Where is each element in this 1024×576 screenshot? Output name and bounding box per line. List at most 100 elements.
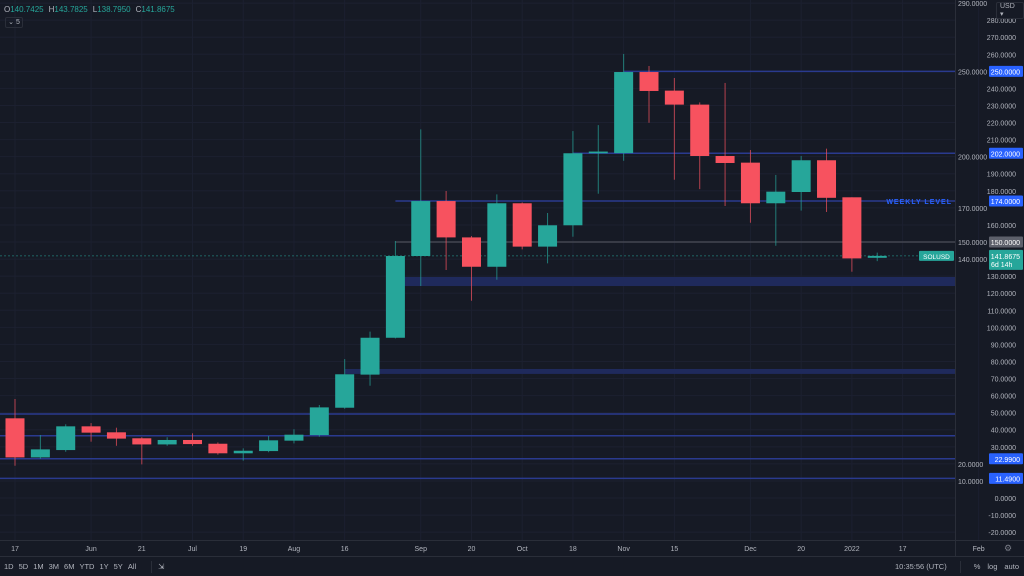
price-tick-label: 140.0000 bbox=[958, 257, 987, 264]
time-tick-label: 2022 bbox=[844, 546, 860, 553]
candle-body[interactable] bbox=[690, 104, 710, 156]
candle-body[interactable] bbox=[614, 72, 634, 154]
time-tick-label: Jun bbox=[85, 546, 96, 553]
time-tick-label: 17 bbox=[11, 546, 19, 553]
time-tick-label: 16 bbox=[341, 546, 349, 553]
candle-body[interactable] bbox=[766, 191, 786, 204]
price-tick-label: 160.0000 bbox=[987, 223, 1016, 230]
candle-body[interactable] bbox=[842, 197, 862, 259]
price-tag-label: 11.4900 bbox=[995, 476, 1020, 483]
settings-gear-icon[interactable]: ⚙ bbox=[1004, 543, 1012, 553]
ohlc-legend: O140.7425 H143.7825 L138.7950 C141.8675 bbox=[4, 5, 175, 14]
candle-body[interactable] bbox=[563, 153, 583, 226]
currency-selector[interactable]: USD ▾ bbox=[996, 2, 1024, 19]
range-button-1d[interactable]: 1D bbox=[4, 562, 14, 571]
price-chart[interactable]: WEEKLY LEVEL -20.0000 -10.0000 0.0000 10.000… bbox=[0, 0, 1024, 556]
candle-body[interactable] bbox=[512, 203, 532, 247]
candle-body[interactable] bbox=[461, 237, 481, 267]
candle-body[interactable] bbox=[385, 256, 405, 338]
price-tick-label: 150.0000 bbox=[958, 240, 987, 247]
auto-toggle[interactable]: auto bbox=[1004, 562, 1019, 571]
price-tag bbox=[989, 453, 1023, 465]
candle-body[interactable] bbox=[715, 155, 735, 163]
low-label: L bbox=[92, 5, 98, 14]
price-tag bbox=[989, 147, 1023, 159]
price-tag-label: 250.0000 bbox=[991, 69, 1020, 76]
clock-time[interactable]: 10:35:56 (UTC) bbox=[895, 562, 947, 571]
candle-body[interactable] bbox=[538, 225, 558, 247]
open-value: 140.7425 bbox=[10, 5, 44, 14]
candle-body[interactable] bbox=[157, 439, 177, 445]
range-button-5d[interactable]: 5D bbox=[18, 562, 29, 571]
time-tick-label: 21 bbox=[138, 546, 146, 553]
time-tick-label: 17 bbox=[899, 546, 907, 553]
candle-body[interactable] bbox=[487, 203, 507, 267]
close-label: C bbox=[135, 5, 142, 14]
range-button-1m[interactable]: 1M bbox=[33, 562, 44, 571]
price-tag bbox=[989, 236, 1023, 248]
price-tick-label: 210.0000 bbox=[987, 138, 1016, 145]
candle-body[interactable] bbox=[30, 449, 50, 458]
calendar-goto-icon[interactable]: ⇲ bbox=[158, 562, 165, 571]
candle-body[interactable] bbox=[817, 160, 837, 198]
price-tag bbox=[989, 65, 1023, 77]
log-toggle[interactable]: log bbox=[987, 562, 998, 571]
candle-body[interactable] bbox=[106, 432, 126, 439]
price-tag bbox=[989, 195, 1023, 207]
candle-body[interactable] bbox=[436, 201, 456, 238]
open-label: O bbox=[4, 5, 11, 14]
price-tick-label: 120.0000 bbox=[987, 291, 1016, 298]
range-button-1y[interactable]: 1Y bbox=[99, 562, 109, 571]
price-tick-label: 0.0000 bbox=[995, 496, 1017, 503]
price-tick-label: 280.0000 bbox=[987, 18, 1016, 25]
candle-body[interactable] bbox=[183, 439, 203, 445]
range-button-ytd[interactable]: YTD bbox=[79, 562, 95, 571]
time-tick-label: Nov bbox=[617, 546, 630, 553]
price-tick-label: 250.0000 bbox=[958, 69, 987, 76]
candle-body[interactable] bbox=[233, 450, 253, 454]
candle-body[interactable] bbox=[56, 426, 76, 451]
price-tag-label: 202.0000 bbox=[991, 151, 1020, 158]
divider bbox=[959, 560, 961, 573]
price-tick-label: 100.0000 bbox=[987, 325, 1016, 332]
candle-body[interactable] bbox=[588, 151, 608, 154]
time-tick-label: 15 bbox=[670, 546, 678, 553]
percent-toggle[interactable]: % bbox=[973, 562, 981, 571]
candle-body[interactable] bbox=[81, 426, 101, 433]
divider bbox=[151, 560, 153, 573]
candle-body[interactable] bbox=[259, 440, 279, 452]
range-buttons: 1D 5D 1M 3M 6M YTD 1Y 5Y All bbox=[4, 562, 145, 571]
candle-body[interactable] bbox=[208, 443, 228, 454]
candle-body[interactable] bbox=[335, 374, 355, 408]
symbol-tag bbox=[919, 250, 954, 261]
candle-body[interactable] bbox=[411, 201, 431, 257]
close-value: 141.8675 bbox=[141, 5, 175, 14]
price-tick-label: 270.0000 bbox=[987, 35, 1016, 42]
candle-body[interactable] bbox=[791, 160, 811, 193]
time-tick-label: Dec bbox=[744, 546, 757, 553]
support-zone[interactable] bbox=[395, 276, 955, 287]
range-button-all[interactable]: All bbox=[127, 562, 137, 571]
price-tick-label: 290.0000 bbox=[958, 1, 987, 8]
candle-body[interactable] bbox=[132, 438, 152, 445]
time-tick-label: 20 bbox=[797, 546, 805, 553]
range-button-3m[interactable]: 3M bbox=[48, 562, 60, 571]
price-tick-label: 60.0000 bbox=[991, 394, 1016, 401]
candle-body[interactable] bbox=[284, 434, 304, 441]
range-button-6m[interactable]: 6M bbox=[64, 562, 75, 571]
indicators-collapse-button[interactable]: ⌄ 5 bbox=[5, 17, 23, 28]
time-tick-label: Sep bbox=[415, 546, 428, 553]
price-tag-label: 150.0000 bbox=[991, 240, 1020, 247]
candle-body[interactable] bbox=[5, 418, 25, 458]
price-tick-label: 40.0000 bbox=[991, 428, 1016, 435]
candle-body[interactable] bbox=[740, 162, 760, 204]
candle-body[interactable] bbox=[664, 90, 684, 105]
range-button-5y[interactable]: 5Y bbox=[113, 562, 123, 571]
candle-body[interactable] bbox=[639, 72, 659, 91]
candle-body[interactable] bbox=[360, 337, 380, 375]
candle-body[interactable] bbox=[309, 407, 329, 436]
price-tick-label: 260.0000 bbox=[987, 52, 1016, 59]
support-zone[interactable] bbox=[344, 368, 955, 374]
price-tick-label: 190.0000 bbox=[987, 172, 1016, 179]
candle-body[interactable] bbox=[867, 255, 887, 258]
